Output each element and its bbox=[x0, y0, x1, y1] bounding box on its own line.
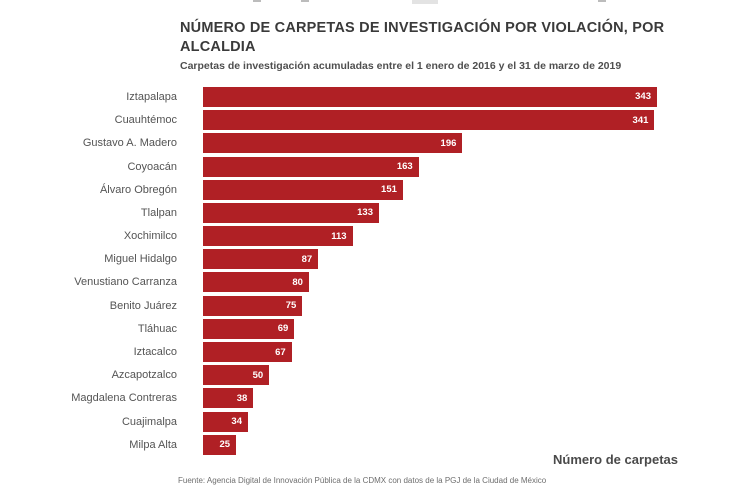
bar: 80 bbox=[203, 272, 309, 293]
bar-row: Tláhuac 69 bbox=[0, 317, 740, 340]
cropped-text-artifact bbox=[598, 0, 606, 2]
bar-plot-area: Iztapalapa 343 Cuauhtémoc 341 Gustavo A.… bbox=[0, 85, 740, 456]
bar: 25 bbox=[203, 434, 237, 455]
bar-value-label: 69 bbox=[277, 323, 289, 335]
bar-value-label: 163 bbox=[396, 161, 413, 173]
bar-row: Venustiano Carranza 80 bbox=[0, 271, 740, 294]
cropped-text-artifact bbox=[253, 0, 261, 2]
bar: 151 bbox=[203, 179, 403, 200]
cropped-text-artifact bbox=[412, 0, 438, 4]
bar-row: Magdalena Contreras 38 bbox=[0, 387, 740, 410]
bar-track: 80 bbox=[203, 272, 740, 293]
bar-track: 50 bbox=[203, 365, 740, 386]
category-label: Magdalena Contreras bbox=[71, 392, 177, 405]
bar: 67 bbox=[203, 342, 292, 363]
bar: 69 bbox=[203, 318, 295, 339]
bar-row: Azcapotzalco 50 bbox=[0, 364, 740, 387]
bar-track: 75 bbox=[203, 295, 740, 316]
source-note: Fuente: Agencia Digital de Innovación Pú… bbox=[178, 476, 547, 485]
bar-value-label: 87 bbox=[301, 253, 313, 265]
bar-value-label: 67 bbox=[275, 346, 286, 358]
bar-row: Milpa Alta 25 bbox=[0, 433, 740, 456]
bar-row: Gustavo A. Madero 196 bbox=[0, 132, 740, 155]
bar-row: Tlalpan 133 bbox=[0, 201, 740, 224]
bar-track: 343 bbox=[203, 86, 740, 107]
bar-row: Álvaro Obregón 151 bbox=[0, 178, 740, 201]
bar-track: 196 bbox=[203, 133, 740, 154]
category-label: Milpa Alta bbox=[129, 438, 177, 451]
bar: 113 bbox=[203, 226, 353, 247]
bar-track: 113 bbox=[203, 226, 740, 247]
bar-row: Iztacalco 67 bbox=[0, 340, 740, 363]
category-label: Iztapalapa bbox=[126, 90, 177, 103]
category-label: Álvaro Obregón bbox=[99, 183, 177, 196]
bar-row: Coyoacán 163 bbox=[0, 155, 740, 178]
bar-track: 163 bbox=[203, 156, 740, 177]
bar-value-label: 50 bbox=[252, 369, 264, 381]
bar-track: 38 bbox=[203, 388, 740, 409]
bar-value-label: 196 bbox=[440, 137, 457, 149]
category-label: Tláhuac bbox=[137, 322, 177, 335]
bar-value-label: 341 bbox=[632, 114, 649, 126]
bar-row: Cuauhtémoc 341 bbox=[0, 109, 740, 132]
bar-value-label: 34 bbox=[231, 416, 242, 428]
bar-value-label: 113 bbox=[331, 230, 347, 242]
bar-row: Xochimilco 113 bbox=[0, 225, 740, 248]
bar-track: 34 bbox=[203, 411, 740, 432]
bar: 196 bbox=[203, 133, 463, 154]
bar-row: Cuajimalpa 34 bbox=[0, 410, 740, 433]
bar: 38 bbox=[203, 388, 254, 409]
category-label: Tlalpan bbox=[140, 206, 177, 219]
bar-track: 87 bbox=[203, 249, 740, 270]
bar: 343 bbox=[203, 86, 657, 107]
bar-track: 151 bbox=[203, 179, 740, 200]
category-label: Coyoacán bbox=[127, 160, 177, 173]
chart-title: NÚMERO DE CARPETAS DE INVESTIGACIÓN POR … bbox=[180, 20, 665, 55]
bar-value-label: 133 bbox=[357, 207, 373, 219]
category-label: Cuauhtémoc bbox=[114, 114, 177, 127]
bar: 34 bbox=[203, 411, 248, 432]
category-label: Venustiano Carranza bbox=[74, 276, 177, 289]
category-label: Miguel Hidalgo bbox=[104, 253, 177, 266]
bar-value-label: 343 bbox=[635, 91, 651, 103]
category-label: Azcapotzalco bbox=[111, 369, 177, 382]
x-axis-label: Número de carpetas bbox=[553, 452, 678, 467]
bar-value-label: 80 bbox=[292, 276, 303, 288]
category-label: Benito Juárez bbox=[109, 299, 177, 312]
bar-track: 133 bbox=[203, 202, 740, 223]
bar: 87 bbox=[203, 249, 319, 270]
bar-track: 25 bbox=[203, 434, 740, 455]
bar: 50 bbox=[203, 365, 270, 386]
bar: 75 bbox=[203, 295, 303, 316]
category-label: Xochimilco bbox=[123, 230, 177, 243]
bar-value-label: 151 bbox=[381, 184, 397, 196]
bar-row: Miguel Hidalgo 87 bbox=[0, 248, 740, 271]
bar-track: 67 bbox=[203, 342, 740, 363]
bar: 163 bbox=[203, 156, 419, 177]
bar-track: 341 bbox=[203, 110, 740, 131]
category-label: Cuajimalpa bbox=[121, 415, 177, 428]
bar: 341 bbox=[203, 110, 655, 131]
category-label: Gustavo A. Madero bbox=[82, 137, 177, 150]
category-label: Iztacalco bbox=[133, 346, 177, 359]
bar-value-label: 75 bbox=[285, 300, 297, 312]
bar-value-label: 38 bbox=[236, 392, 248, 404]
cropped-text-artifact bbox=[301, 0, 309, 2]
bar-track: 69 bbox=[203, 318, 740, 339]
bar-value-label: 25 bbox=[219, 439, 231, 451]
bar-row: Iztapalapa 343 bbox=[0, 85, 740, 108]
chart-subtitle: Carpetas de investigación acumuladas ent… bbox=[180, 60, 622, 72]
bar: 133 bbox=[203, 202, 379, 223]
bar-row: Benito Juárez 75 bbox=[0, 294, 740, 317]
